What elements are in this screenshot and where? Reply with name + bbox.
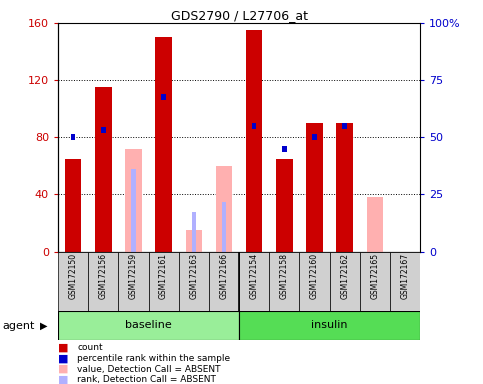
- Bar: [390, 252, 420, 311]
- Text: GSM172159: GSM172159: [129, 253, 138, 300]
- Bar: [88, 252, 118, 311]
- Text: percentile rank within the sample: percentile rank within the sample: [77, 354, 230, 363]
- Bar: [276, 159, 293, 252]
- Text: GSM172161: GSM172161: [159, 253, 168, 299]
- Text: GSM172167: GSM172167: [400, 253, 410, 300]
- Bar: [313, 134, 317, 140]
- Bar: [125, 149, 142, 252]
- Bar: [360, 252, 390, 311]
- Bar: [192, 212, 196, 252]
- Bar: [306, 123, 323, 252]
- Text: baseline: baseline: [125, 320, 172, 331]
- Bar: [299, 252, 330, 311]
- Text: GSM172163: GSM172163: [189, 253, 199, 300]
- Text: count: count: [77, 343, 103, 352]
- Text: ▶: ▶: [40, 321, 48, 331]
- Bar: [58, 311, 239, 340]
- Bar: [95, 87, 112, 252]
- Bar: [101, 127, 105, 133]
- Text: ■: ■: [58, 353, 69, 363]
- Text: insulin: insulin: [312, 320, 348, 331]
- Bar: [156, 37, 172, 252]
- Bar: [282, 146, 286, 152]
- Text: value, Detection Call = ABSENT: value, Detection Call = ABSENT: [77, 364, 221, 374]
- Text: ■: ■: [58, 343, 69, 353]
- Text: GSM172150: GSM172150: [69, 253, 78, 300]
- Bar: [131, 169, 136, 252]
- Bar: [118, 252, 149, 311]
- Title: GDS2790 / L27706_at: GDS2790 / L27706_at: [170, 9, 308, 22]
- Bar: [161, 94, 166, 100]
- Bar: [209, 252, 239, 311]
- Bar: [185, 230, 202, 252]
- Bar: [239, 252, 270, 311]
- Text: GSM172156: GSM172156: [99, 253, 108, 300]
- Text: GSM172165: GSM172165: [370, 253, 380, 300]
- Text: agent: agent: [2, 321, 35, 331]
- Bar: [330, 252, 360, 311]
- Text: ■: ■: [58, 375, 69, 384]
- Bar: [222, 202, 226, 252]
- Bar: [65, 159, 81, 252]
- Bar: [342, 123, 347, 129]
- Bar: [149, 252, 179, 311]
- Text: GSM172160: GSM172160: [310, 253, 319, 300]
- Text: rank, Detection Call = ABSENT: rank, Detection Call = ABSENT: [77, 375, 216, 384]
- Bar: [337, 123, 353, 252]
- Bar: [179, 252, 209, 311]
- Text: GSM172158: GSM172158: [280, 253, 289, 299]
- Bar: [239, 311, 420, 340]
- Bar: [246, 30, 262, 252]
- Bar: [71, 134, 75, 140]
- Text: GSM172162: GSM172162: [340, 253, 349, 299]
- Bar: [58, 252, 88, 311]
- Bar: [270, 252, 299, 311]
- Bar: [252, 123, 256, 129]
- Text: GSM172154: GSM172154: [250, 253, 259, 300]
- Bar: [367, 197, 383, 252]
- Text: ■: ■: [58, 364, 69, 374]
- Bar: [216, 166, 232, 252]
- Text: GSM172166: GSM172166: [219, 253, 228, 300]
